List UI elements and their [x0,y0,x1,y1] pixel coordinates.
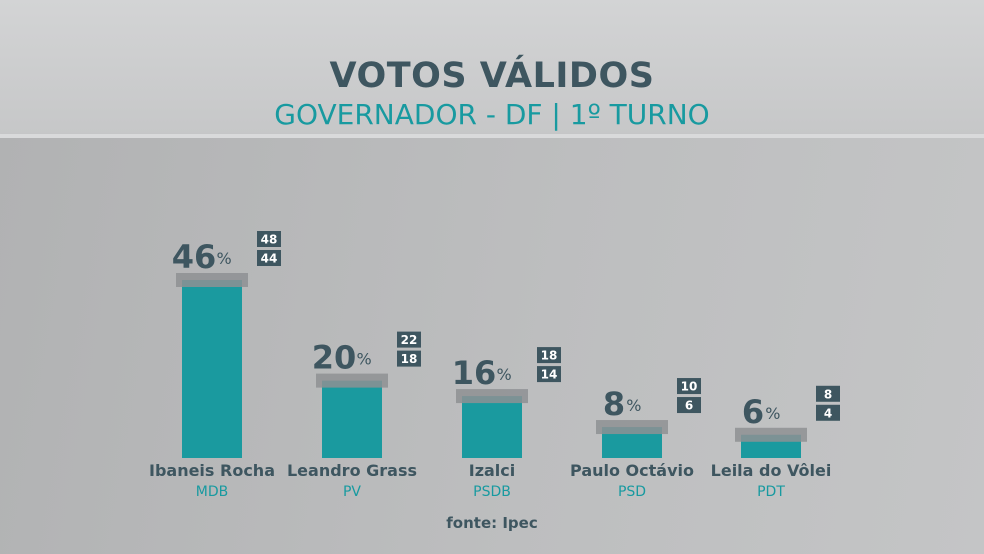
range-high-box-leandro-grass [397,331,421,348]
value-label-paulo-oct-vio: 8 [603,385,625,423]
range-low-box-ibaneis-rocha [257,250,281,266]
value-label-leila-do-v-lei: 6 [742,393,764,431]
chart-subtitle: GOVERNADOR - DF | 1º TURNO [274,98,710,131]
header-background [0,0,984,136]
value-unit-izalci: % [497,365,512,384]
range-low-box-leandro-grass [397,350,421,367]
category-label-leila-do-v-lei: Leila do Vôlei [711,461,832,480]
margin-band-izalci [456,389,528,404]
category-label-leandro-grass: Leandro Grass [287,461,417,480]
category-label-paulo-oct-vio: Paulo Octávio [570,461,694,480]
range-low-box-izalci [537,366,561,383]
range-low-label-paulo-oct-vio: 6 [685,399,693,413]
margin-band-paulo-oct-vio [596,420,668,435]
range-high-label-paulo-oct-vio: 10 [681,380,698,394]
range-high-box-izalci [537,347,561,364]
range-high-label-ibaneis-rocha: 48 [261,233,278,247]
bar-izalci [462,396,522,458]
range-low-label-ibaneis-rocha: 44 [261,252,278,266]
value-label-leandro-grass: 20 [312,339,357,377]
party-label-leila-do-v-lei: PDT [757,484,785,500]
party-label-paulo-oct-vio: PSD [618,484,646,500]
party-label-ibaneis-rocha: MDB [196,484,228,500]
value-label-ibaneis-rocha: 46 [172,238,217,276]
range-low-label-izalci: 14 [541,368,558,382]
range-high-label-leandro-grass: 22 [401,333,418,347]
value-label-izalci: 16 [452,354,497,392]
party-label-izalci: PSDB [473,484,511,500]
margin-band-leandro-grass [316,373,388,388]
range-high-label-izalci: 18 [541,349,558,363]
value-unit-ibaneis-rocha: % [217,249,232,268]
value-unit-leandro-grass: % [357,350,372,369]
category-label-ibaneis-rocha: Ibaneis Rocha [149,461,275,480]
chart-panel-background [0,138,984,554]
margin-band-leila-do-v-lei [735,427,807,442]
range-high-label-leila-do-v-lei: 8 [824,387,832,401]
bar-ibaneis-rocha [182,280,242,458]
party-label-leandro-grass: PV [343,484,361,500]
range-low-box-paulo-oct-vio [677,397,701,414]
range-low-label-leila-do-v-lei: 4 [824,406,832,420]
bar-leandro-grass [322,380,382,458]
range-high-box-leila-do-v-lei [816,385,840,402]
value-unit-leila-do-v-lei: % [765,404,780,423]
chart-title: VOTOS VÁLIDOS [329,56,655,96]
range-high-box-ibaneis-rocha [257,231,281,247]
source-note: fonte: Ipec [446,514,538,532]
range-high-box-paulo-oct-vio [677,378,701,395]
margin-band-ibaneis-rocha [176,273,248,287]
range-low-label-leandro-grass: 18 [401,352,418,366]
header-divider [0,134,984,138]
category-label-izalci: Izalci [469,461,516,480]
range-low-box-leila-do-v-lei [816,404,840,421]
value-unit-paulo-oct-vio: % [626,396,641,415]
